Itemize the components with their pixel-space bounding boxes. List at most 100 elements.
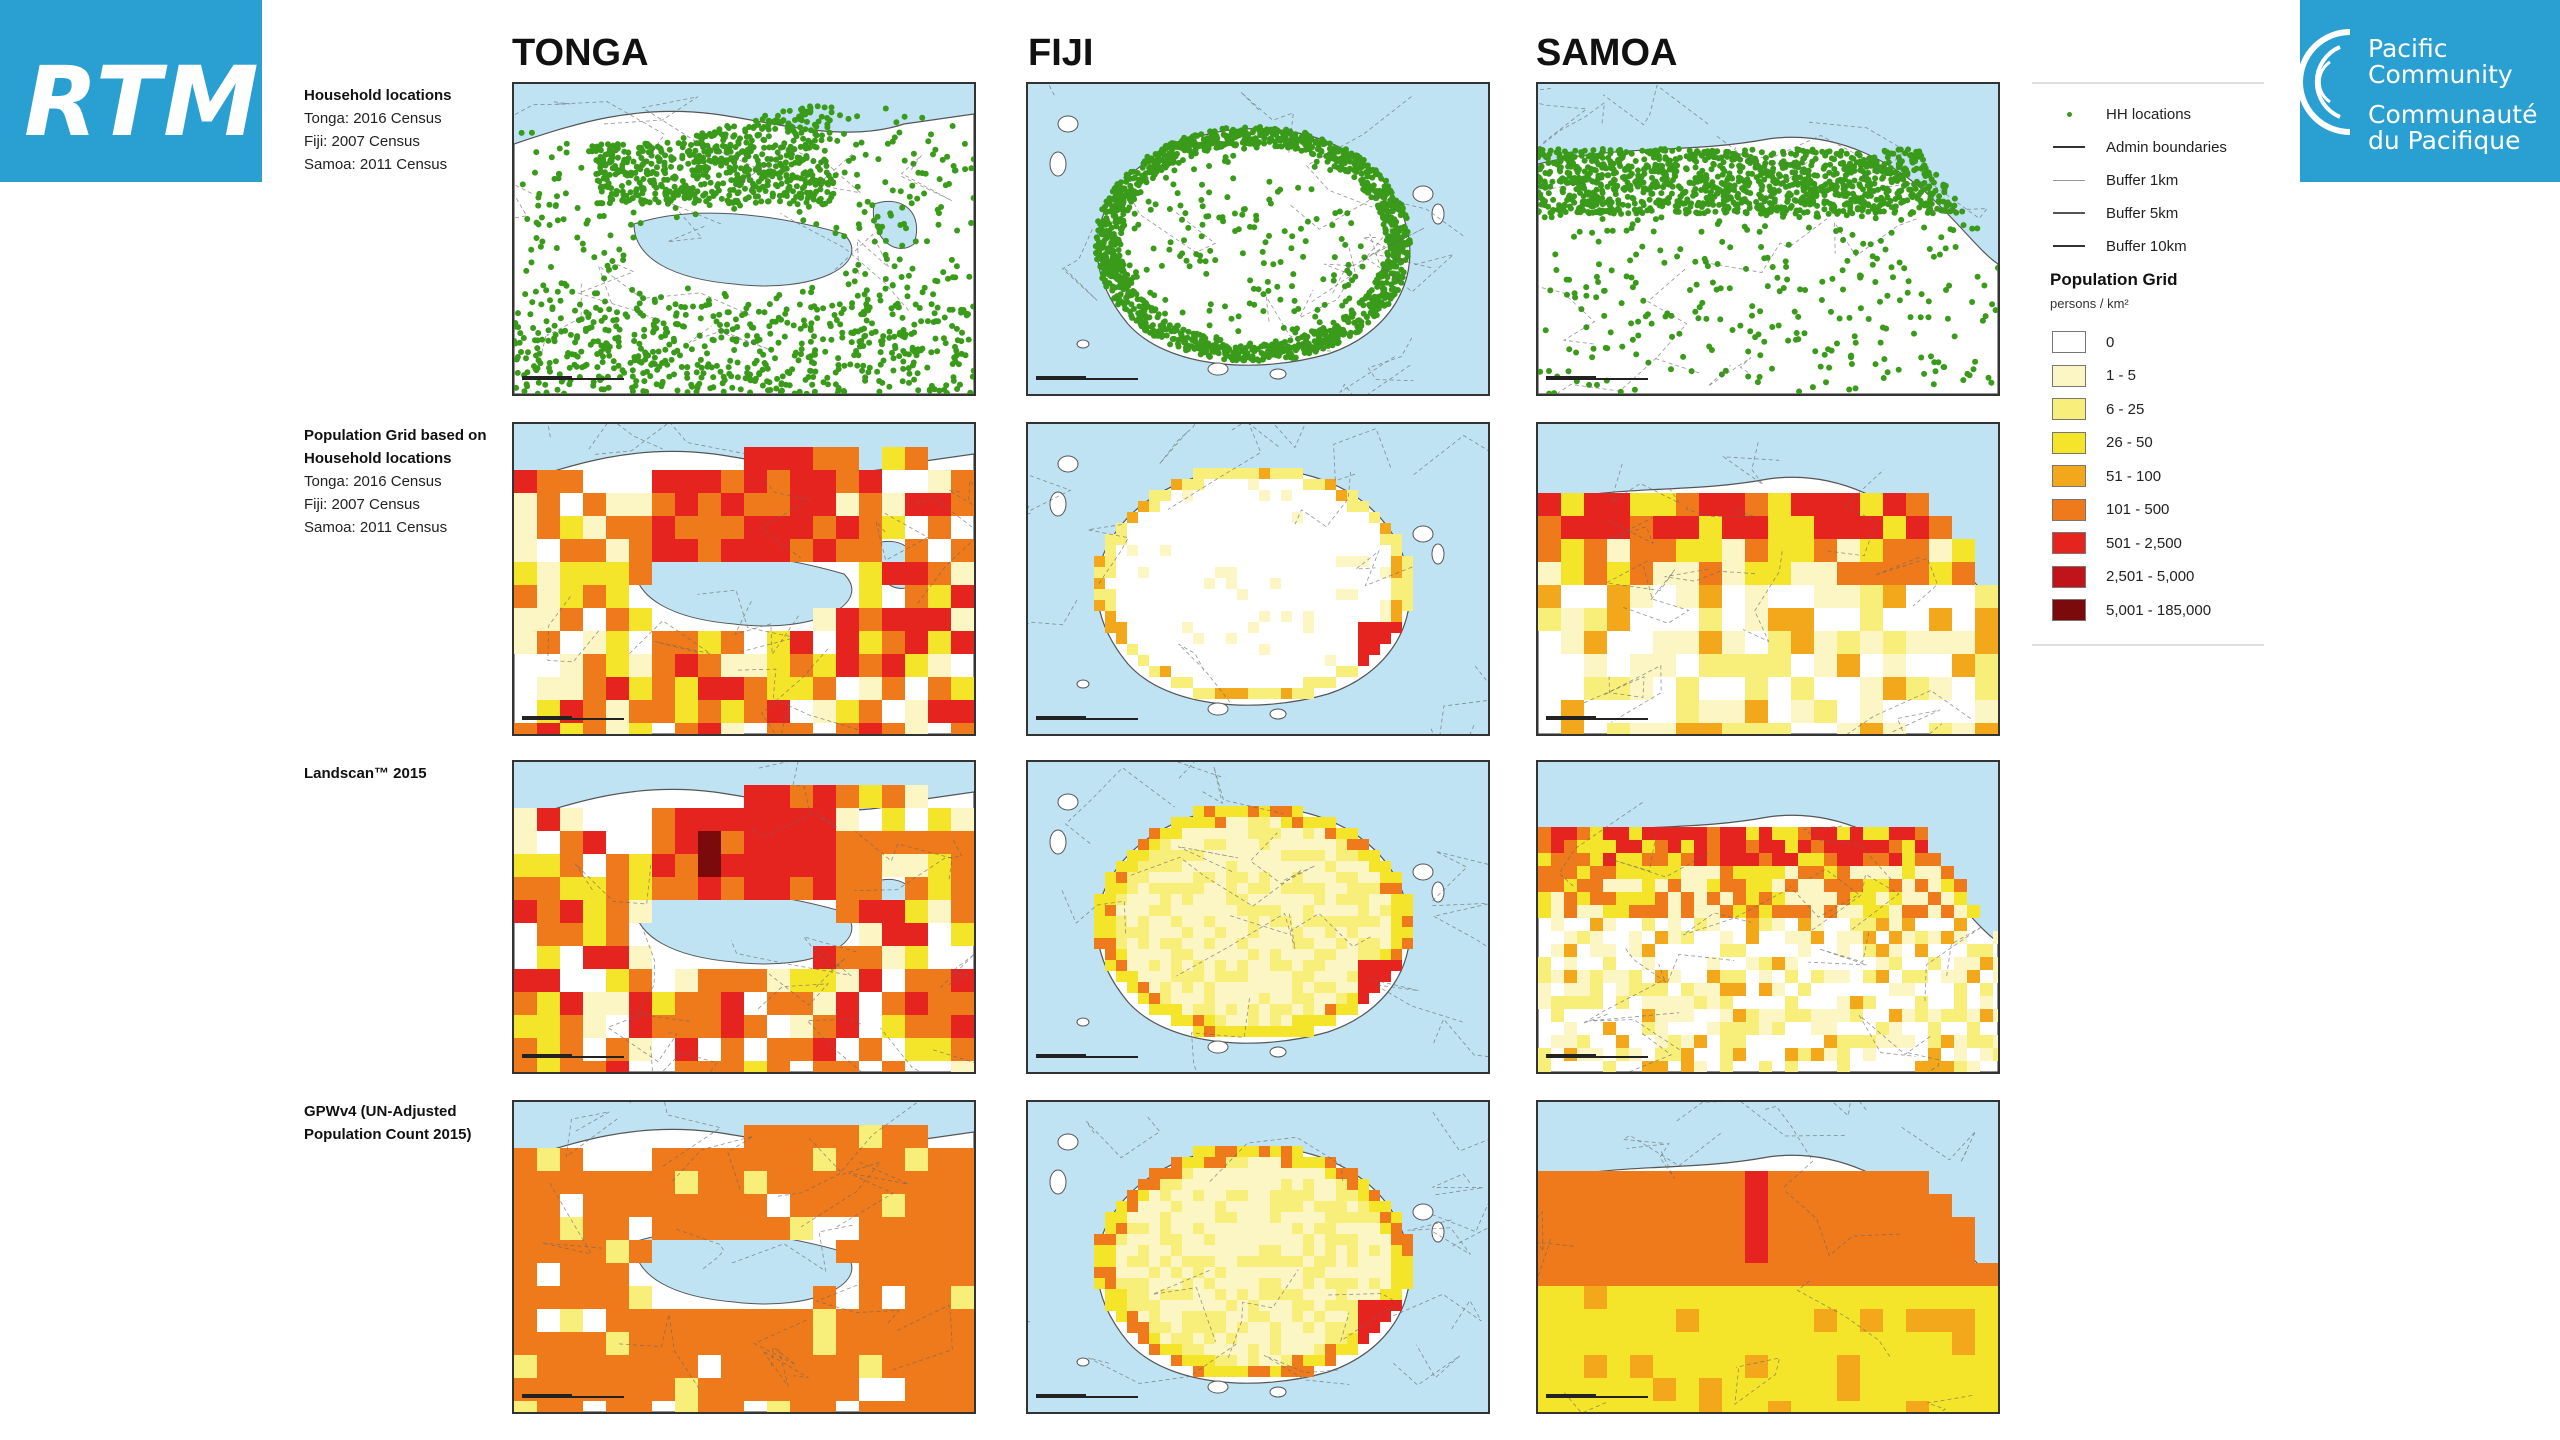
admin-boundary-line (1159, 424, 1196, 465)
legend-class-label: 101 - 500 (2106, 501, 2170, 518)
admin-boundary-line (635, 922, 690, 1022)
row-line: Fiji: 2007 Census (304, 133, 420, 150)
admin-boundary-line (1664, 568, 1758, 582)
admin-boundary-line (1087, 524, 1129, 585)
scale-bar-segment (522, 1054, 572, 1058)
population-grid (1094, 806, 1413, 1037)
scale-bar-segment (522, 376, 572, 380)
population-grid (1538, 493, 1998, 734)
legend-class-label: 5,001 - 185,000 (2106, 601, 2212, 619)
map-panel-samoa-row-3 (1536, 760, 2000, 1074)
admin-boundary-line (1707, 357, 1752, 387)
islet-shape (1076, 1357, 1090, 1367)
logo-line-2: Community (2368, 60, 2513, 89)
row-label-popgrid: Population Grid based on Household locat… (304, 424, 514, 539)
admin-boundary-line (1385, 1293, 1482, 1330)
legend-symbol-item: Buffer 1km (2050, 168, 2178, 192)
admin-boundary-line (898, 155, 953, 202)
admin-boundary-line (1907, 1052, 1940, 1072)
rtm-logo-text: RTM (24, 46, 261, 158)
admin-boundary-line (1167, 424, 1279, 510)
admin-boundary-line (1538, 88, 1588, 144)
admin-boundary-line (1176, 762, 1225, 779)
legend-class-item: 26 - 50 (2050, 431, 2153, 455)
islet-shape (1207, 1380, 1229, 1394)
admin-boundary-line (1538, 1210, 1574, 1253)
scale-bar-segment (1036, 376, 1086, 380)
admin-boundary-line (542, 1182, 602, 1255)
row-line: Samoa: 2011 Census (304, 519, 448, 536)
row-label-landscan: Landscan™ 2015 (304, 762, 514, 785)
admin-boundary-line (909, 497, 974, 605)
islet-shape (1431, 203, 1445, 225)
legend-symbol-icon (2050, 235, 2088, 257)
logo-line-4: du Pacifique (2368, 126, 2521, 155)
admin-boundary-line (1328, 1293, 1399, 1342)
admin-boundary-line (574, 863, 652, 905)
admin-boundary-line (760, 479, 811, 559)
admin-boundary-line (1088, 1343, 1237, 1384)
map-panel-fiji-row-1 (1026, 82, 1490, 396)
row-label-gpw: GPWv4 (UN-Adjusted Population Count 2015… (304, 1100, 504, 1146)
admin-boundary-line (1061, 228, 1098, 301)
row-line: Samoa: 2011 Census (304, 156, 448, 173)
islet-shape (1076, 1017, 1090, 1027)
admin-boundary-line (1627, 1033, 1673, 1072)
admin-boundary-line (800, 1137, 882, 1228)
admin-boundary-line (1626, 1143, 1675, 1179)
legend-class-label: 1 - 5 (2106, 367, 2137, 384)
scale-bar-segment (522, 716, 572, 720)
map-panel-tonga-row-3 (512, 760, 976, 1074)
admin-boundary-line (1605, 833, 1709, 878)
household-points (514, 103, 974, 394)
scale-bar-segment (1546, 376, 1596, 380)
admin-boundary-line (1789, 868, 1860, 918)
admin-boundary-line (776, 143, 862, 194)
admin-boundary-line (1927, 1395, 1973, 1412)
legend-grid-title: Population Grid (2050, 270, 2178, 289)
map-canvas (1538, 84, 1998, 394)
admin-boundary-line (836, 1161, 909, 1228)
population-grid (514, 1125, 974, 1412)
legend-class-label: 51 - 100 (2106, 467, 2162, 485)
legend-class-label: 501 - 2,500 (2106, 534, 2182, 552)
map-canvas (1538, 442, 1998, 734)
legend-class-swatch (2052, 398, 2086, 420)
scale-bar-segment (1546, 716, 1596, 720)
admin-boundary-line (1249, 832, 1316, 885)
admin-boundary-line (565, 1111, 618, 1158)
admin-boundary-line (1582, 963, 1665, 1024)
legend-class-item: 501 - 2,500 (2050, 531, 2182, 555)
islet-shape (1412, 185, 1434, 203)
pacific-community-logo: Pacific Community Communauté du Pacifiqu… (2300, 0, 2560, 182)
admin-boundary-line (650, 1046, 718, 1072)
legend-symbol-label: Admin boundaries (2106, 138, 2227, 156)
legend-class-label: 0 (2106, 333, 2115, 351)
admin-boundary-line (1734, 135, 1867, 160)
map-canvas (1028, 1111, 1488, 1398)
legend-symbol-item: HH locations (2050, 102, 2191, 126)
row-label-household: Household locations Tonga: 2016 Census F… (304, 84, 514, 176)
admin-boundary-line (892, 1304, 953, 1371)
admin-boundary-line (855, 831, 953, 880)
admin-boundary-line (577, 260, 662, 322)
islet-shape (1076, 339, 1090, 349)
admin-boundary-line (1623, 563, 1690, 624)
admin-boundary-line (1132, 201, 1216, 253)
row-title: Population Grid based on Household locat… (304, 427, 487, 467)
map-canvas (1036, 762, 1488, 1072)
islet-shape (1057, 455, 1079, 473)
admin-boundary-line (1152, 1270, 1216, 1342)
islet-shape (1412, 1203, 1434, 1221)
admin-boundary-line (777, 1102, 919, 1197)
admin-boundary-line (1227, 912, 1371, 948)
islet-shape (1431, 881, 1445, 903)
admin-boundary-line (802, 936, 857, 988)
admin-boundary-line (1048, 84, 1055, 96)
admin-boundary-line (1682, 888, 1789, 936)
admin-boundary-line (1298, 275, 1352, 319)
admin-boundary-line (834, 233, 890, 276)
admin-boundary-line (667, 203, 722, 243)
legend-symbol-label: Buffer 5km (2106, 204, 2179, 222)
admin-boundary-line (1588, 1012, 1680, 1051)
